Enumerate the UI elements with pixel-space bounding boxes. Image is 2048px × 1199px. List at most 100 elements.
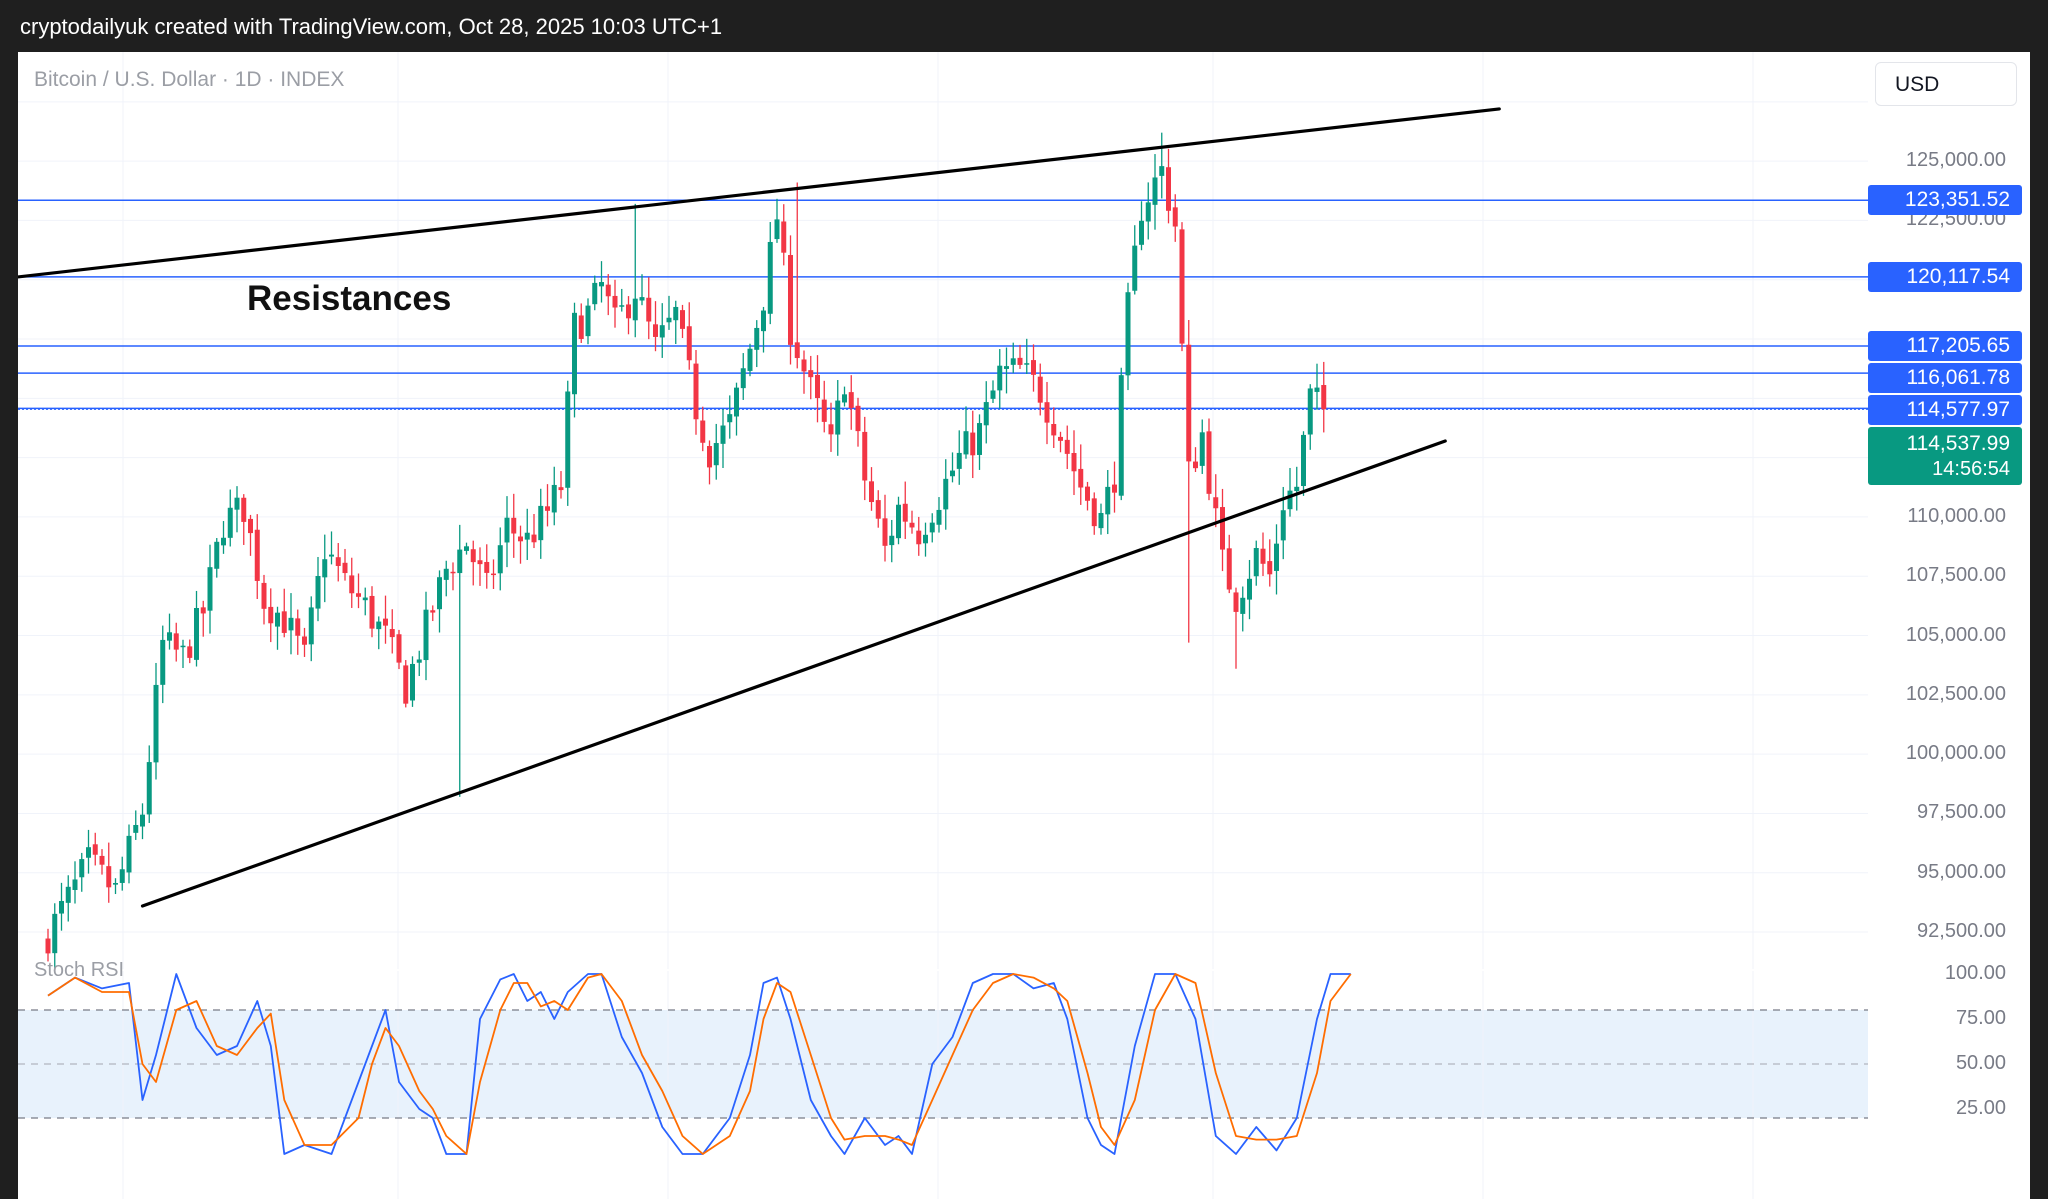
candle-body <box>281 611 287 633</box>
candle-body <box>673 306 679 321</box>
candle-body <box>329 554 334 557</box>
candle-body <box>835 400 841 435</box>
candle-body <box>943 478 949 510</box>
current-price: 114,537.99 <box>1906 432 2010 455</box>
grid-lines <box>18 52 1868 1199</box>
candle-body <box>200 607 206 614</box>
candle-body <box>1091 498 1097 527</box>
stoch-rsi-d-line <box>47 973 1352 1155</box>
level-price-tag: 116,061.78 <box>1868 363 2022 393</box>
candle-body <box>1280 510 1286 541</box>
candle-body <box>545 506 550 511</box>
level-price-tag: 123,351.52 <box>1868 185 2022 216</box>
candle-body <box>518 536 523 542</box>
rsi-level-lines <box>18 1009 1868 1119</box>
current-price-tag: 114,537.99 14:56:54 <box>1868 427 2022 485</box>
candle-body <box>491 573 496 576</box>
candle-body <box>578 315 584 339</box>
candle-body <box>855 405 861 432</box>
candle-body <box>106 866 112 888</box>
candle-body <box>241 497 247 522</box>
candle-body <box>1301 434 1306 487</box>
candle-body <box>302 636 307 645</box>
candle-body <box>207 567 213 611</box>
resistances-annotation[interactable]: Resistances <box>247 279 452 318</box>
candle-body <box>794 342 800 359</box>
candle-body <box>72 879 78 890</box>
candle-body <box>410 663 415 701</box>
candle-body <box>308 607 314 645</box>
chart-canvas[interactable] <box>18 52 2030 1199</box>
price-axis-tick: 110,000.00 <box>1907 504 2006 527</box>
candle-body <box>801 359 807 372</box>
candle-body <box>1098 512 1104 529</box>
candle-body <box>396 634 402 663</box>
candle-body <box>1179 229 1185 344</box>
candle-body <box>1220 507 1225 550</box>
chart-frame[interactable]: Bitcoin / U.S. Dollar · 1D · INDEX USD R… <box>18 52 2030 1199</box>
candle-body <box>551 484 557 513</box>
candle-body <box>1132 245 1138 291</box>
trendline-lower <box>140 439 1447 908</box>
candle-body <box>1105 486 1111 515</box>
candle-body <box>774 219 780 240</box>
candle-body <box>565 391 571 488</box>
candle-body <box>686 326 692 361</box>
candle-body <box>592 282 598 305</box>
candle-body <box>133 824 139 833</box>
candle-body <box>585 305 591 337</box>
candle-body <box>889 535 895 546</box>
candle-body <box>1240 597 1246 614</box>
candle-body <box>92 844 98 855</box>
candle-body <box>146 762 152 815</box>
candle-body <box>659 325 665 338</box>
candle-body <box>538 505 544 541</box>
candle-body <box>1145 202 1151 222</box>
bar-countdown: 14:56:54 <box>1932 458 2010 480</box>
candle-body <box>605 284 611 297</box>
candle-body <box>842 394 847 403</box>
candle-body <box>882 518 888 546</box>
candle-body <box>599 282 604 287</box>
candle-body <box>956 452 962 469</box>
candles <box>45 132 1327 973</box>
candle-body <box>1085 486 1090 501</box>
trendline-upper <box>18 107 1501 279</box>
credit-text: cryptodailyuk created with TradingView.c… <box>20 14 723 39</box>
candle-body <box>430 610 436 613</box>
candle-body <box>936 509 942 525</box>
rsi-axis-tick: 100.00 <box>1944 962 2006 984</box>
candle-body <box>1260 548 1266 564</box>
candle-body <box>1253 548 1259 577</box>
candle-body <box>194 608 199 660</box>
level-price-tag: 120,117.54 <box>1868 261 2022 292</box>
candle-body <box>99 855 105 865</box>
candle-body <box>848 392 854 409</box>
candle-body <box>1139 220 1144 245</box>
candle-body <box>1247 578 1252 600</box>
candle-body <box>1213 497 1219 509</box>
candle-body <box>909 522 915 528</box>
candle-body <box>113 883 118 885</box>
candle-body <box>983 402 989 426</box>
candle-body <box>511 517 517 534</box>
candle-body <box>254 529 260 581</box>
candle-body <box>79 859 85 878</box>
candle-body <box>740 368 746 389</box>
candle-body <box>1118 375 1124 496</box>
price-axis-tick: 92,500.00 <box>1917 920 2006 943</box>
candle-body <box>1287 490 1293 510</box>
candle-body <box>929 522 935 533</box>
candle-body <box>464 546 469 551</box>
candle-body <box>457 549 463 574</box>
candle-body <box>295 618 301 636</box>
candle-body <box>443 568 449 580</box>
candle-body <box>484 561 490 573</box>
price-axis-tick: 125,000.00 <box>1905 149 2006 172</box>
currency-button[interactable]: USD <box>1875 62 2017 106</box>
candle-body <box>167 632 172 641</box>
candle-body <box>403 665 409 704</box>
candle-body <box>767 241 773 314</box>
candle-body <box>727 414 733 423</box>
candle-body <box>531 534 537 543</box>
